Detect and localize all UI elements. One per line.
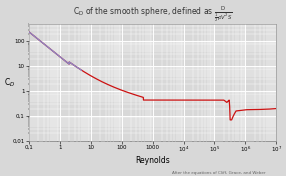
Text: After the equations of Cliff, Grace, and Weber: After the equations of Cliff, Grace, and… <box>172 171 265 175</box>
Y-axis label: C$_D$: C$_D$ <box>4 76 15 89</box>
X-axis label: Reynolds: Reynolds <box>135 156 170 165</box>
Title: C$_\mathrm{D}$ of the smooth sphere, defined as $\frac{\mathrm{D}}{\frac{1}{2}\r: C$_\mathrm{D}$ of the smooth sphere, def… <box>73 4 233 24</box>
